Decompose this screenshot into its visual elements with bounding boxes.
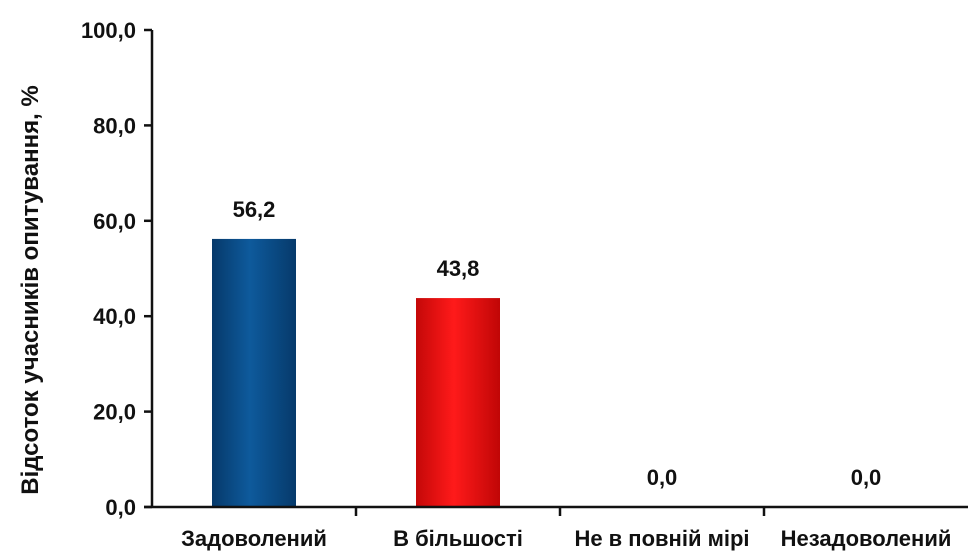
y-tick-label: 40,0 — [93, 304, 136, 329]
value-labels: 56,2 43,8 0,0 0,0 — [233, 197, 882, 490]
y-tick-label: 20,0 — [93, 400, 136, 425]
bar-value-label: 43,8 — [437, 256, 480, 281]
bar-value-label: 0,0 — [851, 465, 882, 490]
y-tick-label: 0,0 — [105, 495, 136, 520]
bar-value-label: 56,2 — [233, 197, 276, 222]
x-category-label: Незадоволений — [781, 526, 952, 551]
x-axis-ticks: Задоволений В більшості Не в повній мірі Не… — [181, 507, 951, 551]
y-tick-label: 100,0 — [81, 18, 136, 43]
bar-value-label: 0,0 — [647, 465, 678, 490]
bar — [416, 298, 500, 507]
x-category-label: Задоволений — [181, 526, 327, 551]
y-tick-label: 80,0 — [93, 113, 136, 138]
x-category-label: В більшості — [393, 526, 523, 551]
y-axis-title: Відсоток учасників опитування, % — [17, 85, 44, 495]
y-axis-ticks: 0,0 20,0 40,0 60,0 80,0 100,0 — [81, 18, 152, 520]
x-category-label: Не в повній мірі — [574, 526, 749, 551]
bars — [212, 238, 500, 507]
y-tick-label: 60,0 — [93, 209, 136, 234]
bar — [212, 238, 296, 507]
